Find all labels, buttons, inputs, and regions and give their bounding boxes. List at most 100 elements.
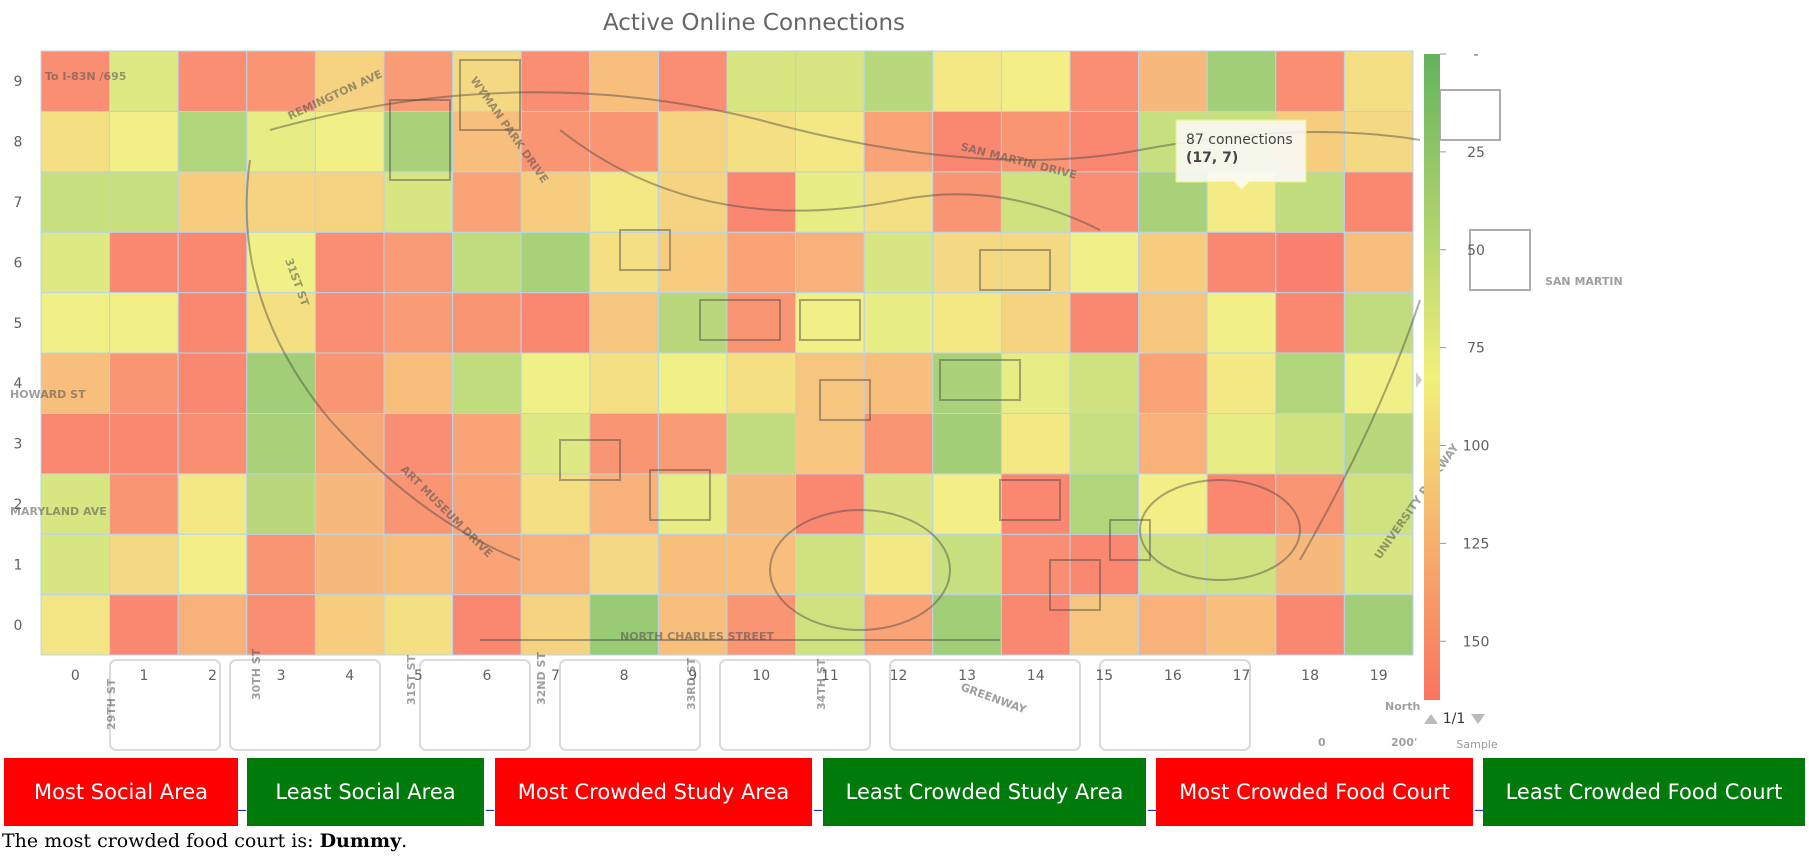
heatmap-cell[interactable] xyxy=(657,473,728,535)
heatmap-cell[interactable] xyxy=(863,171,934,233)
heatmap-cell[interactable] xyxy=(246,533,316,596)
heatmap-cell[interactable] xyxy=(246,594,316,656)
heatmap-cell[interactable] xyxy=(520,171,591,233)
heatmap-cell[interactable] xyxy=(1000,352,1071,414)
heatmap-cell[interactable] xyxy=(520,50,591,112)
heatmap-cell[interactable] xyxy=(1275,352,1345,414)
heatmap-cell[interactable] xyxy=(314,473,385,535)
heatmap-cell[interactable] xyxy=(1138,594,1208,656)
heatmap-cell[interactable] xyxy=(383,352,454,414)
heatmap-cell[interactable] xyxy=(1138,231,1208,294)
heatmap-cell[interactable] xyxy=(40,171,111,233)
heatmap-cell[interactable] xyxy=(795,171,865,233)
heatmap-cell[interactable] xyxy=(932,352,1002,414)
heatmap-cell[interactable] xyxy=(726,352,797,414)
heatmap-cell[interactable] xyxy=(109,412,179,475)
most-crowded-food-court-button[interactable]: Most Crowded Food Court xyxy=(1156,758,1473,826)
heatmap-cell[interactable] xyxy=(589,292,659,354)
heatmap-cell[interactable] xyxy=(177,594,248,656)
heatmap-cell[interactable] xyxy=(1000,533,1071,596)
heatmap-cell[interactable] xyxy=(177,352,248,414)
heatmap-cell[interactable] xyxy=(177,533,248,596)
heatmap-cell[interactable] xyxy=(1069,473,1140,535)
heatmap-cell[interactable] xyxy=(795,473,865,535)
heatmap-cell[interactable] xyxy=(109,292,179,354)
heatmap-cell[interactable] xyxy=(589,171,659,233)
heatmap-cell[interactable] xyxy=(863,473,934,535)
heatmap-cell[interactable] xyxy=(726,231,797,294)
heatmap-cell[interactable] xyxy=(177,412,248,475)
heatmap-cell[interactable] xyxy=(1069,110,1140,173)
heatmap-cell[interactable] xyxy=(589,533,659,596)
heatmap-cell[interactable] xyxy=(452,171,522,233)
heatmap-cell[interactable] xyxy=(932,171,1002,233)
heatmap-cell[interactable] xyxy=(109,110,179,173)
heatmap-cell[interactable] xyxy=(1206,50,1277,112)
heatmap-cell[interactable] xyxy=(314,50,385,112)
heatmap-cell[interactable] xyxy=(177,50,248,112)
heatmap-cell[interactable] xyxy=(246,412,316,475)
heatmap-cell[interactable] xyxy=(1138,352,1208,414)
heatmap-cell[interactable] xyxy=(109,594,179,656)
heatmap-cell[interactable] xyxy=(1069,352,1140,414)
heatmap-cell[interactable] xyxy=(726,594,797,656)
heatmap-cell[interactable] xyxy=(520,412,591,475)
heatmap-cell[interactable] xyxy=(863,110,934,173)
heatmap-cell[interactable] xyxy=(1343,292,1414,354)
heatmap-cell[interactable] xyxy=(40,292,111,354)
heatmap-cell[interactable] xyxy=(863,352,934,414)
heatmap-cell[interactable] xyxy=(726,473,797,535)
heatmap-cell[interactable] xyxy=(863,50,934,112)
heatmap-cell[interactable] xyxy=(1206,533,1277,596)
heatmap-cell[interactable] xyxy=(863,231,934,294)
heatmap-cell[interactable] xyxy=(1000,473,1071,535)
heatmap-cell[interactable] xyxy=(589,352,659,414)
least-crowded-food-court-button[interactable]: Least Crowded Food Court xyxy=(1483,758,1805,826)
least-social-area-button[interactable]: Least Social Area xyxy=(247,758,484,826)
heatmap-cell[interactable] xyxy=(452,292,522,354)
heatmap-cell[interactable] xyxy=(109,231,179,294)
heatmap-cell[interactable] xyxy=(452,473,522,535)
heatmap-cell[interactable] xyxy=(795,352,865,414)
heatmap-cell[interactable] xyxy=(589,110,659,173)
heatmap-cell[interactable] xyxy=(1275,533,1345,596)
heatmap-cell[interactable] xyxy=(726,50,797,112)
most-social-area-button[interactable]: Most Social Area xyxy=(4,758,238,826)
heatmap-cell[interactable] xyxy=(1343,473,1414,535)
heatmap-cell[interactable] xyxy=(795,533,865,596)
heatmap-cell[interactable] xyxy=(177,110,248,173)
heatmap-cell[interactable] xyxy=(1343,594,1414,656)
heatmap-cell[interactable] xyxy=(383,50,454,112)
heatmap-cell[interactable] xyxy=(40,231,111,294)
heatmap-cell[interactable] xyxy=(589,231,659,294)
heatmap-cell[interactable] xyxy=(1275,50,1345,112)
legend-page-up-icon[interactable] xyxy=(1424,714,1438,724)
heatmap-cell[interactable] xyxy=(314,412,385,475)
heatmap-cell[interactable] xyxy=(589,594,659,656)
heatmap-cell[interactable] xyxy=(795,594,865,656)
heatmap-cell[interactable] xyxy=(246,352,316,414)
heatmap-cell[interactable] xyxy=(1000,292,1071,354)
heatmap-cell[interactable] xyxy=(1206,473,1277,535)
heatmap-cell[interactable] xyxy=(1343,171,1414,233)
heatmap-cell[interactable] xyxy=(1343,110,1414,173)
heatmap-cell[interactable] xyxy=(40,533,111,596)
heatmap-cell[interactable] xyxy=(1206,352,1277,414)
heatmap-cell[interactable] xyxy=(314,594,385,656)
heatmap-cell[interactable] xyxy=(177,171,248,233)
heatmap-cell[interactable] xyxy=(383,533,454,596)
heatmap-cell[interactable] xyxy=(246,50,316,112)
heatmap-cell[interactable] xyxy=(657,412,728,475)
heatmap-cell[interactable] xyxy=(1138,50,1208,112)
heatmap-cell[interactable] xyxy=(1206,231,1277,294)
heatmap-cell[interactable] xyxy=(452,352,522,414)
heatmap-cell[interactable] xyxy=(177,231,248,294)
heatmap-cell[interactable] xyxy=(109,352,179,414)
heatmap-cell[interactable] xyxy=(932,473,1002,535)
heatmap-cell[interactable] xyxy=(1343,352,1414,414)
heatmap-cell[interactable] xyxy=(520,594,591,656)
heatmap-cell[interactable] xyxy=(589,412,659,475)
heatmap-cell[interactable] xyxy=(246,171,316,233)
heatmap-cell[interactable] xyxy=(109,50,179,112)
heatmap-cell[interactable] xyxy=(1069,292,1140,354)
